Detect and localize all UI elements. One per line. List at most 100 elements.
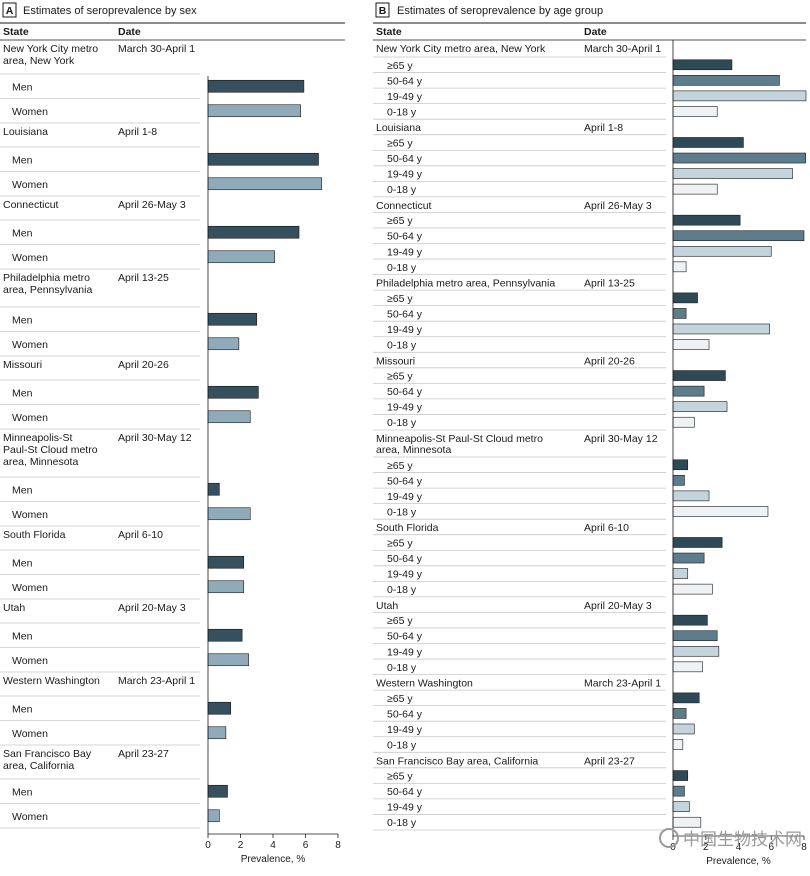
- panel-b-group: Connecticut April 26-May 3 ≥65 y 50-64 y 19-…: [373, 200, 805, 276]
- panel-b-bar: [672, 692, 700, 704]
- panel-b-category-label: ≥65 y: [387, 693, 413, 705]
- panel-a-group: Western Washington March 23-April 1 Men Wom…: [0, 675, 232, 746]
- panel-b-state-label: area, Minnesota: [376, 444, 451, 456]
- panel-a-state-label: Utah: [3, 602, 25, 614]
- panel-b-category-label: 19-49 y: [387, 324, 423, 336]
- panel-b-bar: [672, 459, 689, 471]
- panel-b-category-label: 19-49 y: [387, 646, 423, 658]
- panel-b-bar: [672, 90, 807, 102]
- panel-a-group: Missouri April 20-26 Men Women: [0, 359, 259, 430]
- panel-a-tick-label: 8: [335, 840, 341, 851]
- panel-b-state-label: Louisiana: [376, 122, 421, 134]
- panel-b-category-label: 19-49 y: [387, 169, 423, 181]
- panel-b-category-label: ≥65 y: [387, 293, 413, 305]
- panel-b-date-label: April 20-May 3: [584, 600, 652, 612]
- watermark: 中国生物技术网: [659, 825, 802, 850]
- panel-b-category-label: ≥65 y: [387, 215, 413, 227]
- panel-a-bar: [207, 726, 227, 740]
- panel-a-bar: [207, 507, 251, 521]
- panel-b-category-label: 50-64 y: [387, 786, 423, 798]
- panel-b-state-label: Missouri: [376, 355, 415, 367]
- panel-b-group: Louisiana April 1-8 ≥65 y 50-64 y 19-49 y 0-1…: [373, 122, 806, 198]
- panel-a-date-label: April 26-May 3: [118, 199, 186, 211]
- panel-b-bar: [672, 568, 689, 579]
- panel-a-xlabel: Prevalence, %: [241, 854, 306, 865]
- panel-b-state-label: Utah: [376, 600, 398, 612]
- panel-a-bar: [207, 385, 259, 399]
- panel-b-bar: [672, 401, 728, 412]
- panel-b-category-label: ≥65 y: [387, 615, 413, 627]
- panel-b-bar: [672, 416, 695, 428]
- panel-b-bar: [672, 506, 769, 517]
- panel-b-state-label: South Florida: [376, 522, 439, 534]
- panel-b-badge-box: [375, 2, 390, 18]
- panel-b-category-label: 50-64 y: [387, 475, 423, 487]
- panel-a-category-label: Women: [12, 179, 48, 191]
- panel-b-col-state: State: [376, 26, 402, 38]
- panel-a-state-label: Philadelphia metro: [3, 272, 90, 284]
- panel-b-category-label: ≥65 y: [387, 771, 413, 783]
- panel-a-bar: [207, 580, 245, 594]
- panel-b-bar: [672, 475, 685, 486]
- watermark-logo-icon: [659, 827, 679, 848]
- panel-a-bar: [207, 152, 319, 166]
- panel-a-group: Utah April 20-May 3 Men Women: [0, 602, 249, 673]
- panel-a-date-label: April 23-27: [118, 748, 169, 760]
- panel-b-date-label: April 13-25: [584, 278, 635, 290]
- panel-a-category-label: Men: [12, 630, 33, 642]
- panel-b-category-label: 19-49 y: [387, 491, 423, 503]
- panel-b-state-label: Western Washington: [376, 678, 473, 690]
- panel-a-state-label: Missouri: [3, 359, 42, 371]
- panel-b-col-date: Date: [584, 26, 607, 38]
- panel-b-category-label: 0-18 y: [387, 417, 417, 429]
- panel-b-bar: [672, 490, 710, 502]
- panel-a-date-label: April 20-26: [118, 359, 169, 371]
- panel-b-bar: [672, 537, 723, 548]
- panel-b-category-label: ≥65 y: [387, 371, 413, 383]
- panel-b-category-label: ≥65 y: [387, 60, 413, 72]
- panel-b-bar: [672, 630, 718, 642]
- panel-b-category-label: 50-64 y: [387, 153, 423, 165]
- panel-a-date-label: March 30-April 1: [118, 43, 195, 55]
- panel-a-category-label: Men: [12, 557, 33, 569]
- panel-a-bar: [207, 809, 220, 823]
- panel-b-group: Minneapolis-St Paul-St Cloud metroarea, …: [373, 433, 769, 520]
- panel-b-category-label: 0-18 y: [387, 506, 417, 518]
- panel-a-bar: [207, 177, 323, 191]
- panel-b-bar: [672, 785, 685, 797]
- panel-a-tick-label: 6: [303, 840, 309, 851]
- panel-a-state-label: area, Pennsylvania: [3, 284, 92, 296]
- panel-a-bar: [207, 104, 301, 118]
- panel-a-bar: [207, 79, 305, 93]
- panel-a-category-label: Women: [12, 339, 48, 351]
- panel-a-group: Louisiana April 1-8 Men Women: [0, 126, 323, 197]
- panel-b-state-label: San Francisco Bay area, California: [376, 755, 538, 767]
- panel-a-bar: [207, 555, 245, 569]
- panel-a-badge-box: [2, 2, 17, 18]
- panel-a-date-label: April 1-8: [118, 126, 157, 138]
- panel-b-category-label: 50-64 y: [387, 631, 423, 643]
- panel-a-date-label: April 30-May 12: [118, 432, 192, 444]
- panel-a-category-label: Men: [12, 81, 33, 93]
- panel-b-category-label: 50-64 y: [387, 708, 423, 720]
- panel-b-category-label: ≥65 y: [387, 537, 413, 549]
- panel-b-state-label: Philadelphia metro area, Pennsylvania: [376, 278, 555, 290]
- panel-b-bar: [672, 801, 690, 812]
- panel-b-group: San Francisco Bay area, California April …: [373, 755, 702, 831]
- panel-b-bar: [672, 385, 705, 397]
- panel-b-date-label: April 26-May 3: [584, 200, 652, 212]
- panel-a-date-label: March 23-April 1: [118, 675, 195, 687]
- panel-b-bar: [672, 137, 744, 148]
- panel-a-bar: [207, 250, 275, 264]
- panel-b-bar: [672, 661, 703, 673]
- panel-b-category-label: 19-49 y: [387, 91, 423, 103]
- panel-a-col-date: Date: [118, 26, 141, 38]
- panel-b-bar: [672, 370, 726, 381]
- panel-b-bar: [672, 152, 806, 164]
- panel-b-bar: [672, 614, 708, 626]
- panel-a-bar: [207, 784, 228, 798]
- panel-b-bar: [672, 723, 695, 735]
- panel-b-bar: [672, 323, 770, 335]
